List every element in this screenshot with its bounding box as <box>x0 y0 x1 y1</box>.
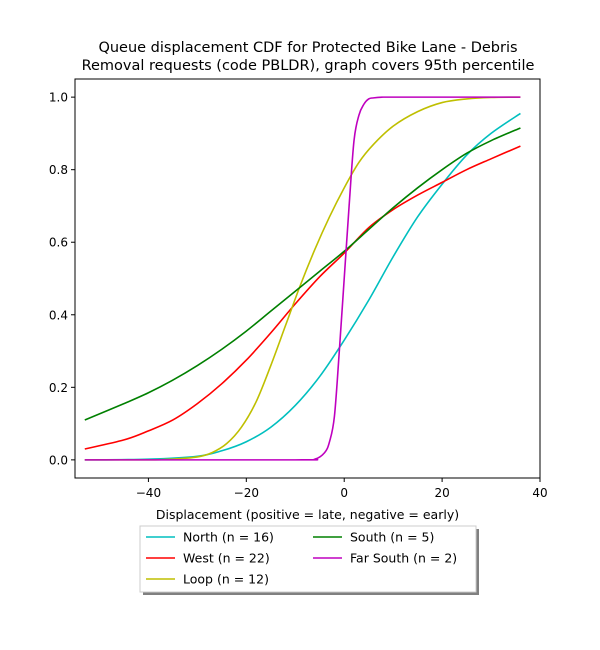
chart-title: Queue displacement CDF for Protected Bik… <box>82 40 535 74</box>
legend-label: West (n = 22) <box>183 551 270 566</box>
x-tick-label: −40 <box>136 486 161 500</box>
series-line-3 <box>84 127 521 421</box>
series-line-0 <box>84 112 521 461</box>
x-tick-label: −20 <box>234 486 259 500</box>
chart-title-line: Queue displacement CDF for Protected Bik… <box>98 40 517 56</box>
y-tick-label: 0.8 <box>49 163 68 177</box>
y-tick-label: 1.0 <box>49 91 68 105</box>
x-axis-label: Displacement (positive = late, negative … <box>156 507 459 522</box>
legend: North (n = 16) West (n = 22) Loop (n = 12)… <box>139 525 479 595</box>
axes-frame <box>74 78 541 479</box>
series-line-1 <box>84 145 521 450</box>
legend-label: North (n = 16) <box>183 530 274 545</box>
series-line-4 <box>84 96 521 461</box>
y-tick-label: 0.4 <box>49 308 68 322</box>
legend-label: South (n = 5) <box>350 530 434 545</box>
y-tick-label: 0.2 <box>49 381 68 395</box>
legend-box <box>139 525 477 593</box>
series-line-2 <box>84 96 521 461</box>
y-axis-ticks: 0.0 0.2 0.4 0.6 0.8 1.0 <box>49 91 75 467</box>
chart-title-line: Removal requests (code PBLDR), graph cov… <box>82 58 535 74</box>
x-tick-label: 40 <box>532 486 547 500</box>
legend-label: Far South (n = 2) <box>350 551 457 566</box>
y-tick-label: 0.0 <box>49 453 68 467</box>
x-tick-label: 0 <box>340 486 348 500</box>
legend-label: Loop (n = 12) <box>183 572 269 587</box>
series-lines <box>84 96 521 461</box>
x-tick-label: 20 <box>434 486 449 500</box>
y-tick-label: 0.6 <box>49 236 68 250</box>
x-axis-ticks: −40 −20 0 20 40 <box>136 478 548 500</box>
plot-area <box>74 78 541 479</box>
